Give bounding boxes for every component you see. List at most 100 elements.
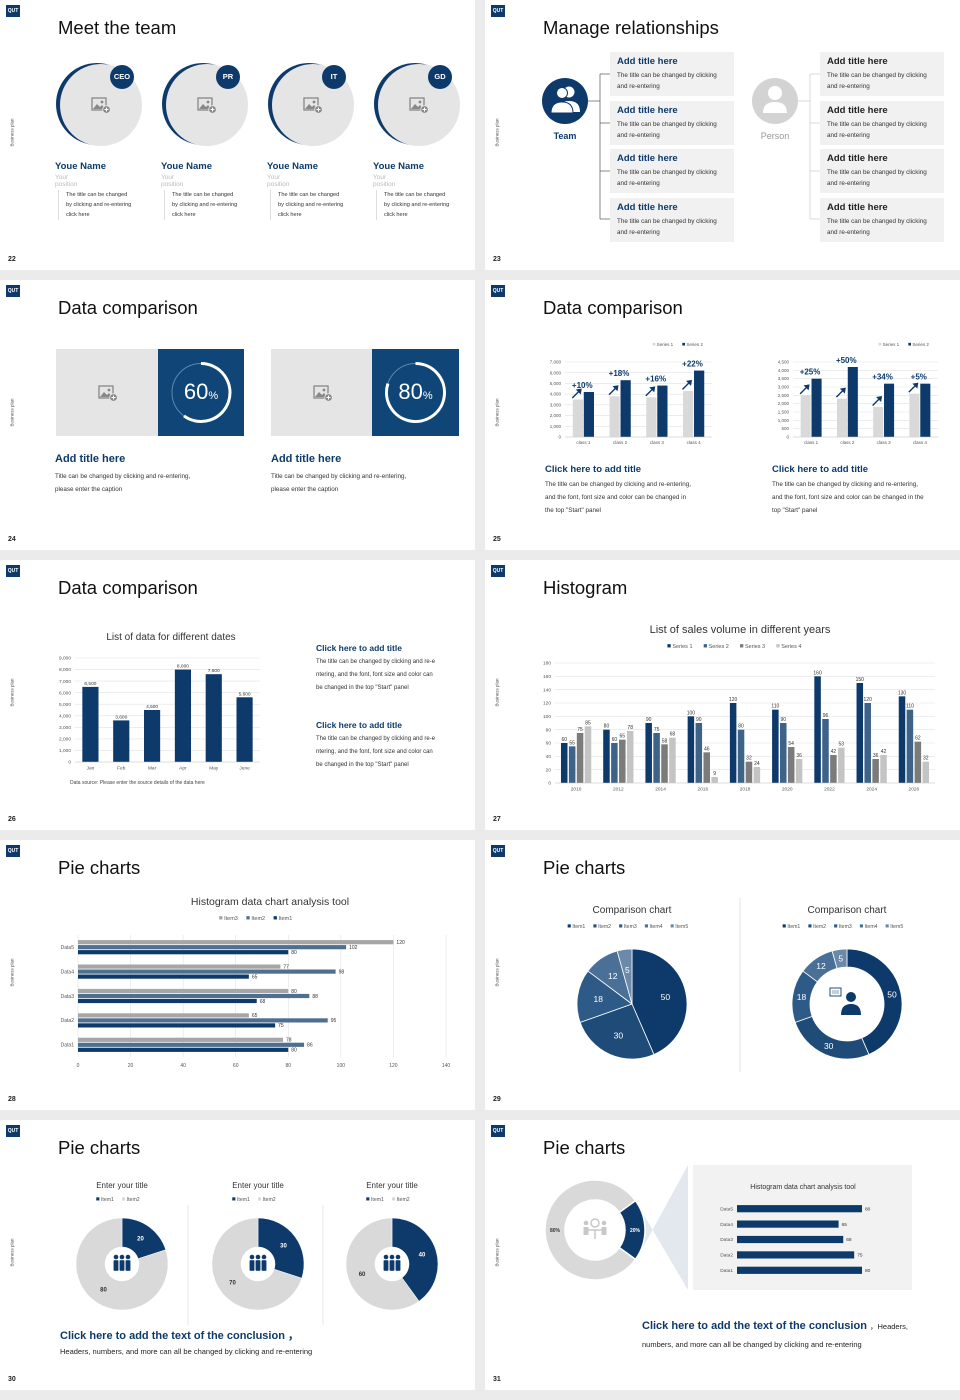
y-tick-label: 8,000: [59, 667, 71, 673]
slice-label: 50: [887, 990, 897, 1000]
legend-swatch: [878, 342, 882, 346]
person-item-box[interactable]: Add title here The title can be changed b…: [820, 101, 944, 145]
y-tick-label: 7,000: [59, 679, 71, 685]
box-text: The title can be changed by clicking: [617, 169, 717, 176]
legend-swatch: [219, 916, 223, 920]
slide-23[interactable]: QUT Business plan Manage relationships 2…: [485, 0, 960, 270]
pie-slice: [75, 1217, 169, 1311]
y-tick-label: Data2: [61, 1018, 75, 1024]
card-title: Add title here: [271, 453, 342, 465]
image-placeholder[interactable]: [56, 349, 158, 436]
bar: [737, 1220, 839, 1228]
data-label: 62: [915, 736, 921, 742]
slide-29[interactable]: QUT Business plan Pie charts 29 Comparis…: [485, 840, 960, 1110]
data-label: 75: [278, 1023, 284, 1029]
percent-number: 60: [183, 379, 209, 404]
y-tick-label: 2,000: [550, 413, 562, 418]
member-description: The title can be changed by clicking and …: [270, 190, 352, 220]
team-circle: [542, 78, 588, 124]
slide-24[interactable]: QUT Business plan Data comparison 24 60%…: [0, 280, 475, 550]
person-item-box[interactable]: Add title here The title can be changed b…: [820, 52, 944, 96]
pie-slice: [576, 970, 633, 1023]
legend-label: Series 1: [883, 342, 900, 347]
bar: [144, 710, 161, 762]
card-caption: Title can be changed by clicking and re-…: [271, 470, 406, 496]
data-label: 77: [283, 964, 289, 970]
bar: [657, 385, 668, 437]
y-tick-label: Data2: [720, 1253, 733, 1259]
legend-swatch: [859, 924, 863, 928]
legend-item: Item2: [122, 1197, 140, 1203]
pie-slice: [831, 948, 848, 969]
data-label: 58: [662, 738, 668, 744]
slide-28[interactable]: QUT Business plan Pie charts 28 Histogra…: [0, 840, 475, 1110]
y-tick-label: Data1: [720, 1268, 733, 1274]
logo: QUT: [491, 1125, 505, 1137]
slide-27[interactable]: QUT Business plan Histogram 27 List of s…: [485, 560, 960, 830]
slide-22[interactable]: QUT Business plan Meet the team 22 CEO Y…: [0, 0, 475, 270]
bar: [864, 703, 871, 783]
plus: [316, 107, 321, 112]
member-description: The title can be changed by clicking and …: [376, 190, 458, 220]
text-line: ntering, and the font, font size and col…: [316, 749, 433, 755]
data-label: 110: [906, 704, 914, 710]
x-tick-label: class 2: [840, 440, 855, 445]
x-tick-label: May: [209, 766, 219, 772]
slide-31[interactable]: QUT Business plan Pie charts 31 20% 80% Hi…: [485, 1120, 960, 1390]
bar: [787, 747, 795, 783]
x-tick-label: class 4: [913, 440, 928, 445]
legend-swatch: [258, 1197, 262, 1201]
slide-30[interactable]: QUT Business plan Pie charts 30 Enter yo…: [0, 1120, 475, 1390]
legend-swatch: [703, 644, 707, 648]
slice-label: 18: [594, 994, 604, 1004]
person-item-box[interactable]: Add title here The title can be changed b…: [820, 198, 944, 242]
y-tick-label: Data5: [720, 1206, 733, 1212]
legend-swatch: [273, 916, 277, 920]
x-tick-label: class 3: [650, 440, 665, 445]
logo: QUT: [491, 5, 505, 17]
bar: [711, 777, 718, 783]
bar: [822, 719, 829, 783]
box-text: The title can be changed by clicking: [827, 218, 927, 225]
bar: [619, 739, 626, 783]
legend-label: Item2: [397, 1197, 410, 1203]
legend-item: Item5: [670, 924, 688, 930]
chart-title: List of data for different dates: [106, 632, 235, 643]
sun: [107, 388, 111, 392]
frame: [409, 97, 425, 111]
legend-item: Series 2: [703, 644, 729, 650]
data-label: 9: [713, 771, 716, 777]
text-line: the top "Start" panel: [545, 507, 601, 514]
y-tick-label: 1,000: [550, 424, 562, 429]
person-item-box[interactable]: Add title here The title can be changed b…: [820, 149, 944, 193]
team-item-box[interactable]: Add title here The title can be changed b…: [610, 52, 734, 96]
team-group-icon: [249, 1254, 267, 1272]
bar: [609, 396, 620, 437]
y-tick-label: 80: [546, 727, 552, 733]
team-item-box[interactable]: Add title here The title can be changed b…: [610, 198, 734, 242]
mountain: [315, 392, 327, 397]
x-tick-label: June: [239, 766, 250, 772]
team-item-box[interactable]: Add title here The title can be changed b…: [610, 149, 734, 193]
image-placeholder[interactable]: [271, 349, 372, 436]
data-label: 46: [704, 746, 710, 752]
data-label: 68: [846, 1237, 852, 1243]
data-label: 80: [738, 724, 744, 730]
y-tick-label: 4,000: [550, 392, 562, 397]
team-item-box[interactable]: Add title here The title can be changed b…: [610, 101, 734, 145]
slide-26[interactable]: QUT Business plan Data comparison 26 Lis…: [0, 560, 475, 830]
data-label: 102: [349, 945, 358, 951]
page-number: 27: [493, 816, 501, 823]
y-tick-label: 40: [546, 754, 552, 760]
bar: [836, 398, 847, 437]
legend-item: Item2: [258, 1197, 276, 1203]
slide-25[interactable]: QUT Business plan Data comparison 25 Ser…: [485, 280, 960, 550]
bar: [576, 733, 584, 783]
box-text: and re-entering: [827, 83, 870, 90]
text-line: and the font, font size and color can be…: [545, 494, 687, 501]
y-tick-label: 1,000: [59, 748, 71, 754]
desc-line: click here: [384, 212, 408, 218]
growth-arrow-icon: [835, 387, 846, 398]
x-tick-label: 20: [128, 1063, 134, 1069]
slice-label: 30: [824, 1041, 834, 1051]
